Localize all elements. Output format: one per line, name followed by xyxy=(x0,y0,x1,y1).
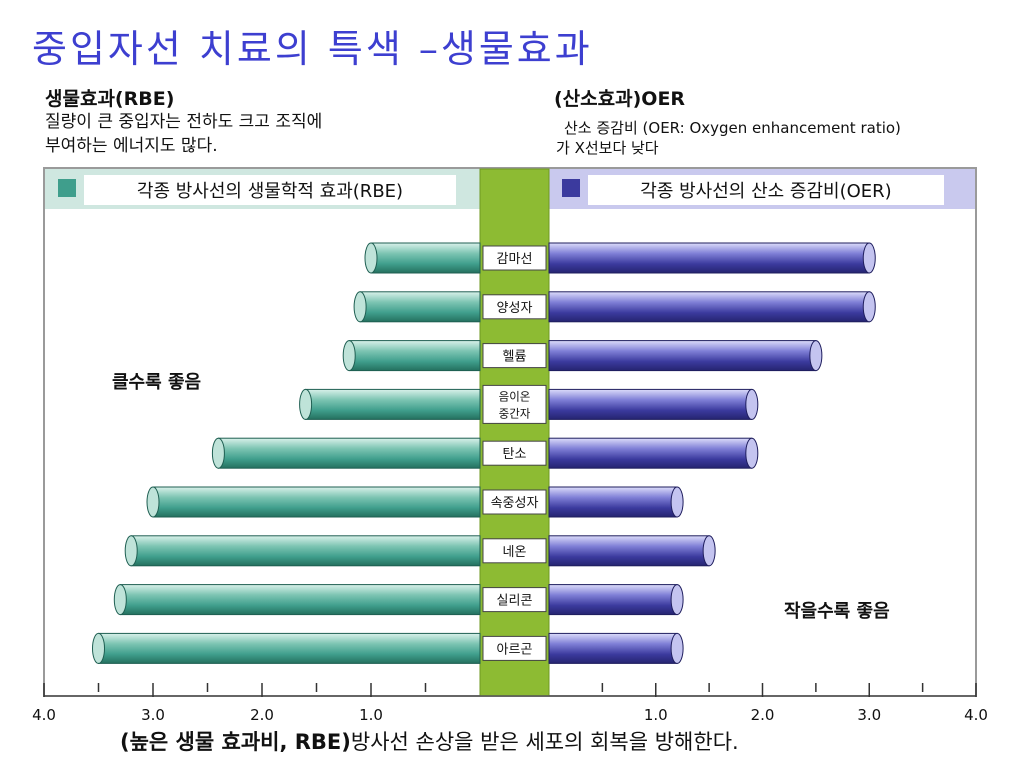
oer-legend-label-box xyxy=(588,175,944,205)
rbe-bar xyxy=(217,437,481,469)
footer-rest: 방사선 손상을 받은 세포의 회복을 방해한다. xyxy=(350,730,739,754)
rbe-bar-cap xyxy=(342,340,356,372)
rbe-legend-label: 각종 방사선의 생물학적 효과(RBE) xyxy=(137,181,403,202)
category-label-box xyxy=(482,440,547,466)
rbe-bar-cap xyxy=(113,584,127,616)
rbe-bar xyxy=(119,584,481,616)
oer-bar xyxy=(548,388,753,420)
rbe-legend-label-box xyxy=(84,175,456,205)
oer-description-line2: 가 X선보다 낮다 xyxy=(556,139,659,157)
category-label: 아르곤 xyxy=(497,642,533,657)
oer-bar-cap xyxy=(702,535,716,567)
oer-bar xyxy=(548,584,678,616)
category-label-box xyxy=(482,587,547,613)
rbe-annotation: 클수록 좋음 xyxy=(112,372,201,393)
category-label-box xyxy=(482,245,547,271)
oer-tick-label: 4.0 xyxy=(964,706,988,724)
oer-tick-label: 3.0 xyxy=(857,706,881,724)
oer-tick-label: 2.0 xyxy=(751,706,775,724)
oer-bar-cap xyxy=(809,340,823,372)
oer-bar xyxy=(548,486,678,518)
rbe-bar xyxy=(305,388,481,420)
category-label-box xyxy=(482,538,547,564)
chart-axis: 4.0 3.0 2.0 1.0 1.0 2.0 3.0 4.0 xyxy=(32,683,988,724)
footer-text: (높은 생물 효과비, RBE)방사선 손상을 받은 세포의 회복을 방해한다. xyxy=(120,726,739,756)
oer-legend-swatch xyxy=(562,179,580,197)
rbe-bar-cap xyxy=(364,242,378,274)
rbe-bar xyxy=(98,632,481,664)
rbe-tick-label: 3.0 xyxy=(141,706,165,724)
rbe-tick-label: 2.0 xyxy=(250,706,274,724)
rbe-bar-cap xyxy=(299,388,313,420)
category-label: 중간자 xyxy=(499,406,531,420)
rbe-bar-cap xyxy=(353,291,367,323)
category-label-box xyxy=(482,294,547,320)
oer-heading: (산소효과)OER xyxy=(554,88,686,110)
rbe-tick-label: 4.0 xyxy=(32,706,56,724)
oer-bar xyxy=(548,291,870,323)
rbe-bar-cap xyxy=(124,535,138,567)
oer-description: 산소 증감비 (OER: Oxygen enhancement ratio) 가… xyxy=(556,118,901,158)
oer-bar xyxy=(548,437,753,469)
category-label: 음이온 xyxy=(499,389,531,403)
category-label: 실리콘 xyxy=(497,594,533,609)
category-label-box xyxy=(482,343,547,369)
rbe-description-line2: 부여하는 에너지도 많다. xyxy=(45,136,218,156)
oer-bar-cap xyxy=(862,242,876,274)
oer-bar-cap xyxy=(670,584,684,616)
rbe-heading: 생물효과(RBE) xyxy=(45,88,175,110)
category-label: 감마선 xyxy=(497,252,533,267)
category-label: 양성자 xyxy=(497,301,533,316)
oer-bar-cap xyxy=(745,437,759,469)
rbe-description-line1: 질량이 큰 중입자는 전하도 크고 조직에 xyxy=(45,112,323,132)
rbe-bar xyxy=(359,291,481,323)
footer-bold: (높은 생물 효과비, RBE) xyxy=(120,730,351,754)
oer-bar-cap xyxy=(862,291,876,323)
category-label-box xyxy=(482,384,547,424)
category-label: 네온 xyxy=(503,545,527,560)
rbe-description: 질량이 큰 중입자는 전하도 크고 조직에 부여하는 에너지도 많다. xyxy=(45,110,322,158)
oer-bar xyxy=(548,340,817,372)
rbe-bar xyxy=(348,340,481,372)
rbe-bar-cap xyxy=(211,437,225,469)
rbe-tick-label: 1.0 xyxy=(359,706,383,724)
oer-bar xyxy=(548,242,870,274)
oer-annotation: 작을수록 좋음 xyxy=(784,601,890,622)
category-label-box xyxy=(482,489,547,515)
oer-legend-label: 각종 방사선의 산소 증감비(OER) xyxy=(640,181,891,202)
rbe-bar xyxy=(130,535,481,567)
category-label-box xyxy=(482,635,547,661)
rbe-legend-swatch xyxy=(58,179,76,197)
oer-tick-label: 1.0 xyxy=(644,706,668,724)
oer-bar xyxy=(548,535,710,567)
category-label: 헬륨 xyxy=(503,350,527,365)
oer-bar-cap xyxy=(745,388,759,420)
oer-bar xyxy=(548,632,678,664)
oer-bar-cap xyxy=(670,632,684,664)
rbe-bar-cap xyxy=(146,486,160,518)
rbe-bar xyxy=(370,242,481,274)
rbe-bar-cap xyxy=(92,632,105,664)
rbe-bar xyxy=(152,486,481,518)
page-title: 중입자선 치료의 특색 –생물효과 xyxy=(32,27,593,71)
oer-bar-cap xyxy=(670,486,684,518)
category-label: 속중성자 xyxy=(491,496,539,511)
category-label: 탄소 xyxy=(503,447,527,462)
oer-description-line1: 산소 증감비 (OER: Oxygen enhancement ratio) xyxy=(564,119,901,137)
